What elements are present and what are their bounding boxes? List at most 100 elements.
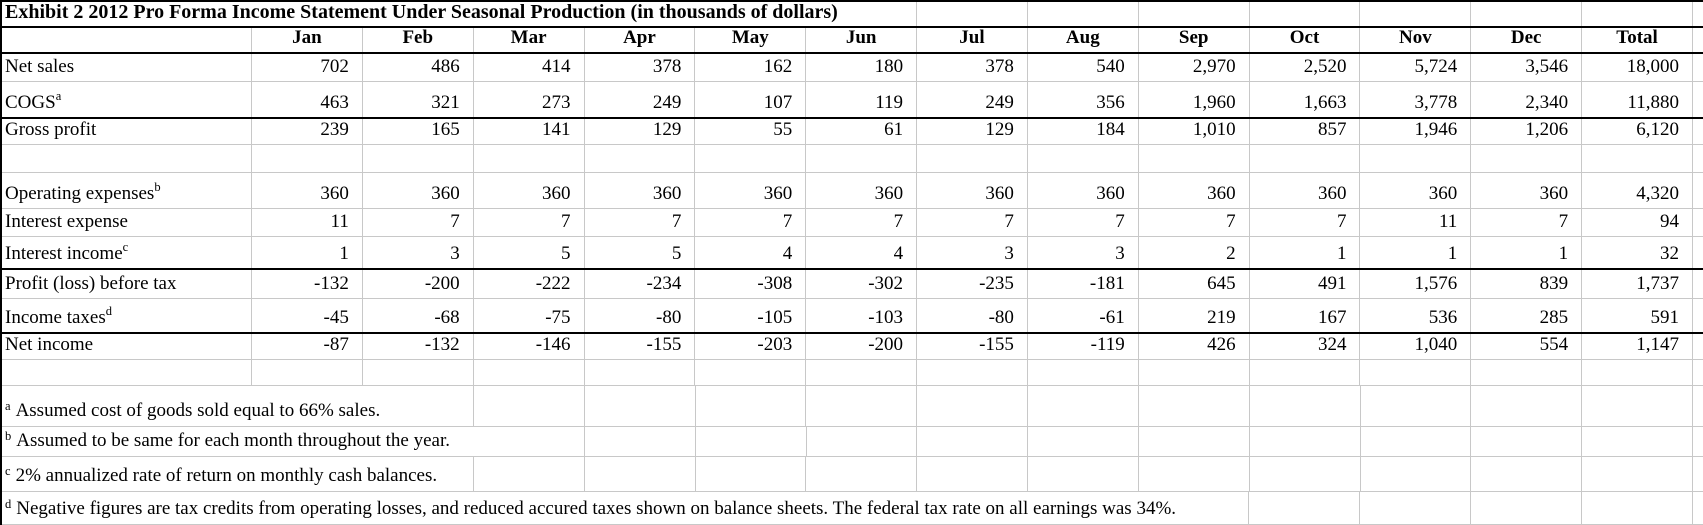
column-header: Total: [1582, 28, 1693, 52]
data-cell: [1139, 360, 1250, 385]
grid-cell: [1471, 386, 1583, 426]
data-cell: [585, 145, 696, 172]
data-cell: 5: [474, 237, 585, 268]
data-cell: [1360, 145, 1472, 172]
grid-cell: [807, 427, 918, 456]
data-cell: [363, 360, 474, 385]
table-row: Income taxesd -45 -68 -75 -80 -105 -103 -80 -61 2…: [2, 299, 1703, 334]
data-cell: -181: [1028, 270, 1139, 298]
data-cell: 7: [585, 209, 696, 236]
data-cell: 18,000: [1582, 54, 1693, 81]
data-cell: 285: [1471, 299, 1583, 332]
data-cell: 2: [1139, 237, 1250, 268]
grid-cell: [1693, 492, 1703, 524]
data-cell: 3,546: [1471, 54, 1583, 81]
grid-cell: [1360, 2, 1472, 26]
data-cell: -45: [252, 299, 363, 332]
data-cell: 1,040: [1360, 334, 1472, 359]
data-cell: -146: [474, 334, 585, 359]
grid-cell: [1693, 82, 1703, 117]
grid-cell: [1693, 427, 1703, 456]
data-cell: 360: [585, 173, 696, 208]
data-cell: 1: [1360, 237, 1472, 268]
data-cell: -87: [252, 334, 363, 359]
column-header: Apr: [585, 28, 696, 52]
data-cell: 360: [1028, 173, 1139, 208]
data-cell: 378: [917, 54, 1028, 81]
grid-cell: [1361, 386, 1472, 426]
data-cell: 645: [1139, 270, 1250, 298]
grid-cell: [1693, 299, 1703, 332]
data-cell: [252, 360, 363, 385]
grid-cell: [1693, 173, 1703, 208]
data-cell: -119: [1028, 334, 1139, 359]
footnote-text: c 2% annualized rate of return on monthly…: [2, 457, 474, 491]
data-cell: 4: [806, 237, 918, 268]
data-cell: 7: [1250, 209, 1361, 236]
row-label: Interest incomec: [2, 237, 252, 268]
row-label: Operating expensesb: [2, 173, 252, 208]
grid-cell: [806, 386, 918, 426]
data-cell: 324: [1250, 334, 1361, 359]
data-cell: -302: [806, 270, 918, 298]
data-cell: [1471, 360, 1583, 385]
data-cell: 360: [1471, 173, 1583, 208]
grid-cell: [585, 386, 696, 426]
row-label: Gross profit: [2, 119, 252, 144]
data-cell: 162: [695, 54, 807, 81]
grid-cell: [1693, 145, 1703, 172]
data-cell: 7: [363, 209, 474, 236]
title-row: Exhibit 2 2012 Pro Forma Income Statemen…: [2, 2, 1703, 28]
grid-cell: [1471, 457, 1583, 491]
data-cell: 857: [1250, 119, 1361, 144]
grid-cell: [1693, 360, 1703, 385]
superscript-marker: d: [105, 304, 113, 318]
column-header: Jan: [252, 28, 363, 52]
grid-cell: [1693, 209, 1703, 236]
grid-cell: [1250, 2, 1361, 26]
data-cell: -234: [585, 270, 696, 298]
data-cell: [917, 360, 1028, 385]
grid-cell: [1360, 492, 1471, 524]
grid-cell: [1139, 427, 1250, 456]
data-cell: 11,880: [1582, 82, 1693, 117]
data-cell: 7: [806, 209, 918, 236]
data-cell: 540: [1028, 54, 1139, 81]
header-row: Jan Feb Mar Apr May Jun Jul Aug Sep Oct Nov Dec Tota…: [2, 28, 1703, 54]
data-cell: 11: [252, 209, 363, 236]
data-cell: 61: [806, 119, 918, 144]
data-cell: 360: [252, 173, 363, 208]
data-cell: 1,663: [1250, 82, 1361, 117]
grid-cell: [1471, 2, 1583, 26]
row-label: COGSa: [2, 82, 252, 117]
data-cell: -105: [695, 299, 807, 332]
data-cell: 184: [1028, 119, 1139, 144]
data-cell: [252, 145, 363, 172]
data-cell: 7: [695, 209, 807, 236]
data-cell: 360: [695, 173, 807, 208]
data-cell: 7: [1139, 209, 1250, 236]
data-cell: 360: [474, 173, 585, 208]
data-cell: [1028, 145, 1139, 172]
spacer-row: [2, 145, 1703, 173]
column-header: Nov: [1360, 28, 1472, 52]
data-cell: 5: [585, 237, 696, 268]
data-cell: 129: [585, 119, 696, 144]
grid-cell: [1028, 457, 1139, 491]
table-row: Net sales 702 486 414 378 162 180 378 540 2,970 2,…: [2, 54, 1703, 82]
grid-cell: [917, 427, 1029, 456]
grid-cell: [1582, 386, 1693, 426]
data-cell: 2,970: [1139, 54, 1250, 81]
data-cell: 486: [363, 54, 474, 81]
data-cell: [917, 145, 1028, 172]
grid-cell: [1139, 457, 1250, 491]
row-label: Net income: [2, 334, 252, 359]
row-label: [2, 145, 252, 172]
footnote-row: d Negative figures are tax credits from o…: [2, 492, 1703, 525]
data-cell: -103: [806, 299, 918, 332]
grid-cell: [1582, 2, 1694, 26]
data-cell: 1: [1471, 237, 1583, 268]
data-cell: 94: [1582, 209, 1693, 236]
data-cell: 1,576: [1360, 270, 1472, 298]
grid-cell: [1693, 386, 1703, 426]
